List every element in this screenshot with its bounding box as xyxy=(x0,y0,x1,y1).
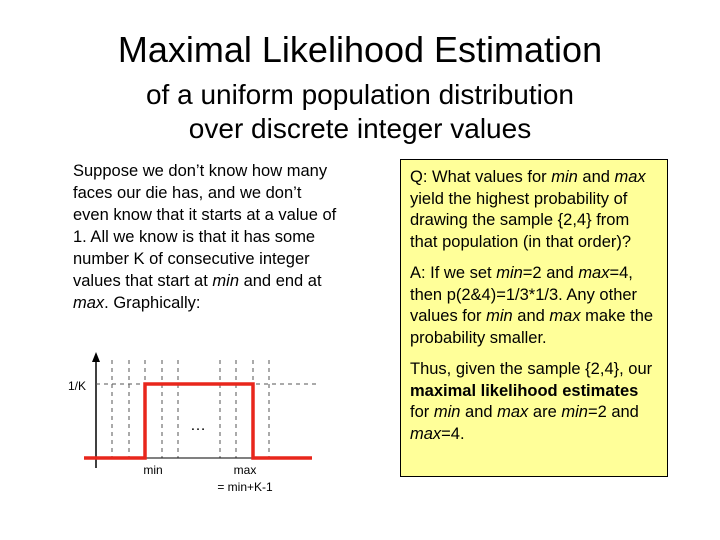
question-text-1: Q: What values for xyxy=(410,168,552,186)
intro-max: max xyxy=(73,294,105,312)
answer-text-3: =4, then p(2&4)=1/3*1/3. Any other value… xyxy=(410,264,638,325)
question-text-3: yield the highest probability of drawing… xyxy=(410,189,632,251)
answer-text-2: =2 and xyxy=(522,264,579,282)
intro-text-2: and end at xyxy=(239,272,322,290)
conclusion-text-2: for xyxy=(410,403,434,421)
uniform-step-function xyxy=(84,382,312,460)
qa-callout-box: Q: What values for min and max yield the… xyxy=(400,159,668,477)
max-label: max xyxy=(234,463,257,477)
intro-text-1: Suppose we don’t know how many faces our… xyxy=(73,162,337,290)
y-label-1-over-k: 1/K xyxy=(68,379,86,393)
question-max: max xyxy=(614,168,646,186)
conclusion-text-6: =4. xyxy=(441,424,465,443)
conclusion-paragraph: Thus, given the sample {2,4}, our maxima… xyxy=(410,359,659,445)
slide-title: Maximal Likelihood Estimation xyxy=(117,29,603,70)
ellipsis-label: … xyxy=(190,417,206,434)
question-min: min xyxy=(551,168,578,186)
conclusion-max-2: max xyxy=(410,424,442,443)
uniform-distribution-diagram: 1/K … min max = min+K-1 xyxy=(68,352,320,494)
question-text-2: and xyxy=(577,168,615,186)
answer-text-1: A: If we set xyxy=(410,264,497,282)
answer-paragraph: A: If we set min=2 and max=4, then p(2&4… xyxy=(410,263,659,349)
intro-paragraph: Suppose we don’t know how many faces our… xyxy=(73,160,341,314)
slide-subtitle: of a uniform population distribution ove… xyxy=(0,78,720,146)
subtitle-line-1: of a uniform population distribution xyxy=(145,79,575,110)
intro-min: min xyxy=(212,272,239,290)
conclusion-max: max xyxy=(497,403,529,421)
subtitle-line-2: over discrete integer values xyxy=(188,113,532,144)
answer-text-5: make the probability smaller. xyxy=(410,307,654,347)
question-paragraph: Q: What values for min and max yield the… xyxy=(410,167,659,253)
answer-min-2: min xyxy=(486,307,513,325)
min-label: min xyxy=(143,463,162,477)
conclusion-min: min xyxy=(433,403,461,421)
answer-max: max xyxy=(578,264,610,282)
conclusion-text-5: =2 and xyxy=(587,403,639,421)
conclusion-text-4: are xyxy=(528,403,562,421)
conclusion-text-1: Thus, given the sample {2,4}, our xyxy=(410,360,653,378)
answer-min: min xyxy=(496,264,523,282)
answer-text-4: and xyxy=(512,307,550,325)
y-axis-arrow xyxy=(92,352,100,362)
vertical-dashed-lines xyxy=(111,360,270,458)
conclusion-text-3: and xyxy=(460,403,498,421)
conclusion-bold-term: maximal likelihood estimates xyxy=(410,381,639,400)
max-formula-label: = min+K-1 xyxy=(217,480,273,494)
conclusion-min-2: min xyxy=(561,403,588,421)
answer-max-2: max xyxy=(549,307,581,325)
intro-text-3: . Graphically: xyxy=(104,294,201,312)
